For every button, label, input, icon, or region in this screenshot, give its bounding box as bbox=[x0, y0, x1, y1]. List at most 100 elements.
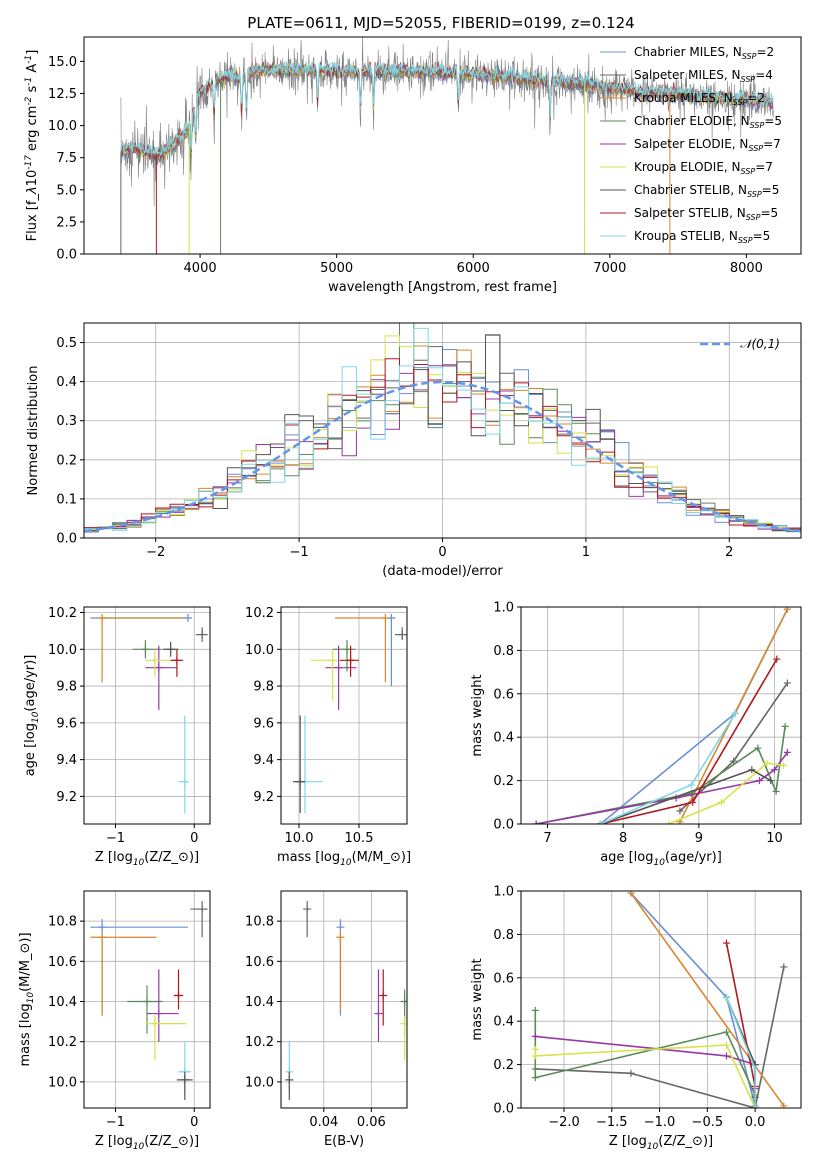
y-tick-label: 9.2 bbox=[253, 790, 274, 805]
y-axis-label: Flux [f_λ10-17 erg cm-2 s-1 A-1] bbox=[24, 50, 40, 242]
y-tick-label: 9.4 bbox=[253, 753, 274, 768]
x-axis-label: Z [log10(Z/Z_⊙)] bbox=[95, 850, 199, 868]
axes-frame bbox=[83, 606, 211, 825]
mass-weight-series bbox=[725, 942, 756, 1108]
data-point bbox=[676, 807, 684, 815]
data-point bbox=[755, 777, 763, 785]
x-axis-label: E(B-V) bbox=[324, 1134, 364, 1149]
y-tick-label: 9.2 bbox=[56, 790, 77, 805]
data-point bbox=[379, 991, 388, 1000]
y-tick-label: 0.2 bbox=[493, 774, 514, 789]
y-tick-label: 7.5 bbox=[56, 151, 77, 166]
legend-label: Salpeter STELIB, NSSP=5 bbox=[634, 206, 778, 222]
data-point bbox=[198, 905, 207, 914]
y-tick-label: 0.6 bbox=[493, 971, 514, 986]
mass-weight-series bbox=[535, 751, 789, 824]
y-tick-label: 0.8 bbox=[493, 644, 514, 659]
x-tick-label: 5000 bbox=[320, 261, 353, 276]
data-point bbox=[627, 891, 635, 897]
legend-label: Chabrier MILES, NSSP=2 bbox=[634, 45, 774, 61]
y-tick-label: 10.6 bbox=[245, 955, 274, 970]
y-axis-label: mass weight bbox=[470, 958, 485, 1040]
x-tick-label: 8 bbox=[619, 831, 627, 846]
y-tick-label: 10.0 bbox=[245, 643, 274, 658]
plot-area bbox=[90, 614, 208, 813]
y-tick-label: 12.5 bbox=[48, 87, 77, 102]
y-axis-label: age [log10(age/yr)] bbox=[23, 655, 41, 777]
x-tick-label: 10.5 bbox=[345, 831, 374, 846]
data-point bbox=[780, 963, 788, 971]
plot-area bbox=[293, 614, 407, 813]
y-tick-label: 1.0 bbox=[493, 885, 514, 900]
y-tick-label: 9.6 bbox=[253, 716, 274, 731]
x-tick-label: 10.0 bbox=[285, 831, 314, 846]
plot-area bbox=[120, 37, 774, 254]
data-point bbox=[783, 607, 791, 613]
y-tick-label: 0.4 bbox=[493, 731, 514, 746]
legend: Chabrier MILES, NSSP=2 Salpeter MILES, NS… bbox=[600, 45, 782, 245]
data-point bbox=[751, 1104, 759, 1108]
y-tick-label: 10.2 bbox=[48, 606, 77, 621]
data-point bbox=[98, 614, 107, 623]
x-tick-label: −1 bbox=[106, 831, 125, 846]
data-point bbox=[773, 655, 781, 663]
data-point bbox=[596, 820, 604, 824]
data-point bbox=[718, 798, 726, 806]
data-point bbox=[98, 923, 107, 932]
y-tick-label: 9.4 bbox=[56, 753, 77, 768]
x-tick-label: 9 bbox=[695, 831, 703, 846]
panel-mass_vs_ebv: 0.04 0.06 10.0 10.2 10.4 10.6 10.8 E(B-V) bbox=[245, 890, 408, 1149]
data-point bbox=[531, 1006, 539, 1014]
data-point bbox=[730, 757, 738, 765]
legend-label: Kroupa ELODIE, NSSP=7 bbox=[634, 160, 773, 176]
y-tick-label: 0.4 bbox=[493, 1015, 514, 1030]
data-point bbox=[532, 820, 540, 824]
x-tick-label: 0.0 bbox=[745, 1115, 766, 1130]
panel-residuals: −2 −1 0 1 2 0.0 0.1 0.2 0.3 0.4 0.5 (data-model)/er… bbox=[26, 322, 802, 579]
data-point bbox=[780, 1102, 788, 1108]
data-point bbox=[722, 1028, 730, 1036]
axes-frame bbox=[520, 890, 802, 1109]
data-point bbox=[780, 761, 788, 769]
data-point bbox=[763, 759, 771, 767]
y-tick-label: 0.1 bbox=[56, 492, 77, 507]
legend-label: Kroupa STELIB, NSSP=5 bbox=[634, 229, 770, 245]
x-tick-label: −2 bbox=[146, 545, 165, 560]
mass-weight-series bbox=[535, 966, 785, 1108]
plot-area bbox=[531, 891, 788, 1108]
y-tick-label: 0.5 bbox=[56, 336, 77, 351]
data-point bbox=[198, 630, 207, 639]
data-point bbox=[336, 923, 345, 932]
x-tick-label: 0 bbox=[190, 831, 198, 846]
mass-weight-series bbox=[535, 1035, 756, 1089]
data-point bbox=[783, 679, 791, 687]
data-point bbox=[98, 933, 107, 942]
panel-mass_weight_vs_age: 7 8 9 10 0.0 0.2 0.4 0.6 0.8 1.0 age [log10(age/yr… bbox=[470, 601, 802, 868]
data-point bbox=[154, 663, 163, 672]
y-tick-label: 1.0 bbox=[493, 601, 514, 616]
plot-area bbox=[84, 323, 801, 538]
residual-histogram bbox=[84, 327, 801, 538]
y-tick-label: 0.0 bbox=[56, 532, 77, 547]
x-axis-label: mass [log10(M/M_⊙)] bbox=[277, 850, 411, 868]
x-tick-label: 0.04 bbox=[309, 1115, 338, 1130]
legend-label: Salpeter MILES, NSSP=4 bbox=[634, 68, 773, 84]
plot-area bbox=[90, 901, 208, 1100]
y-tick-label: 10.2 bbox=[245, 606, 274, 621]
panel-age_vs_Z: −1 0 9.2 9.4 9.6 9.8 10.0 10.2 Z [log10(Z/Z_⊙)] a… bbox=[23, 606, 211, 868]
y-tick-label: 10.8 bbox=[245, 915, 274, 930]
data-point bbox=[665, 820, 673, 824]
data-point bbox=[531, 1074, 539, 1082]
data-point bbox=[754, 744, 762, 752]
y-tick-label: 0.6 bbox=[493, 687, 514, 702]
data-point bbox=[767, 777, 775, 785]
data-point bbox=[285, 1075, 294, 1084]
y-tick-label: 0.0 bbox=[56, 248, 77, 263]
panel-spectrum: 4000 5000 6000 7000 8000 0.0 2.5 5.0 7.5 10.0 12.5… bbox=[24, 36, 802, 295]
data-point bbox=[150, 1019, 159, 1028]
data-point bbox=[687, 781, 695, 789]
x-tick-label: 0 bbox=[190, 1115, 198, 1130]
y-tick-label: 10.4 bbox=[48, 995, 77, 1010]
x-tick-label: −2.0 bbox=[548, 1115, 580, 1130]
data-point bbox=[722, 993, 730, 1001]
